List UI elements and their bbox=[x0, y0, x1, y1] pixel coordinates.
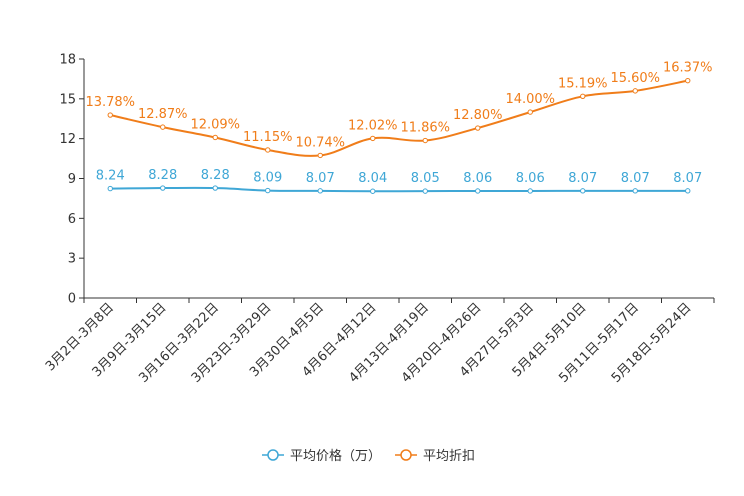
data-point bbox=[212, 134, 218, 141]
chart-axes: 03691215183月2日-3月8日3月9日-3月15日3月16日-3月22日… bbox=[43, 53, 715, 386]
legend-label: 平均折扣 bbox=[423, 449, 475, 464]
data-point bbox=[160, 185, 166, 191]
y-tick-label: 9 bbox=[68, 172, 76, 187]
data-label: 12.87% bbox=[138, 107, 188, 122]
data-point bbox=[475, 188, 481, 194]
chart-legend: 平均价格（万） 平均折扣 bbox=[262, 448, 475, 464]
y-tick-label: 6 bbox=[68, 212, 76, 227]
legend-item-1[interactable]: 平均价格（万） bbox=[262, 448, 381, 464]
data-label: 8.28 bbox=[148, 168, 177, 183]
series-2: 13.78%12.87%12.09%11.15% 10.74%12.02% 11.8… bbox=[85, 61, 713, 159]
data-point bbox=[527, 188, 533, 194]
data-point bbox=[107, 112, 113, 118]
data-label: 8.06 bbox=[463, 171, 492, 186]
data-point bbox=[422, 188, 428, 194]
data-point bbox=[685, 77, 691, 84]
data-point bbox=[370, 188, 376, 194]
data-point bbox=[580, 93, 586, 100]
data-point bbox=[265, 147, 271, 153]
data-point bbox=[527, 109, 533, 115]
data-point bbox=[107, 185, 113, 192]
data-label: 13.78% bbox=[85, 95, 135, 110]
data-label: 8.28 bbox=[201, 168, 230, 183]
data-point bbox=[370, 135, 376, 142]
data-label: 8.07 bbox=[621, 171, 650, 186]
data-point bbox=[632, 188, 638, 194]
data-label: 15.19% bbox=[558, 76, 608, 91]
data-point bbox=[685, 188, 691, 194]
y-tick-label: 0 bbox=[68, 292, 76, 307]
data-label: 12.02% bbox=[348, 118, 398, 133]
data-point bbox=[265, 187, 271, 194]
data-point bbox=[317, 188, 323, 194]
data-label: 8.07 bbox=[306, 171, 335, 186]
data-point bbox=[475, 125, 481, 131]
data-label: 15.60% bbox=[610, 71, 660, 86]
data-label: 8.06 bbox=[516, 171, 545, 186]
data-point bbox=[632, 88, 638, 94]
data-label: 8.24 bbox=[96, 169, 125, 184]
data-label: 11.15% bbox=[243, 130, 293, 145]
data-label: 10.74% bbox=[295, 135, 345, 150]
y-tick-label: 12 bbox=[59, 132, 76, 147]
data-point bbox=[160, 124, 166, 130]
data-label: 14.00% bbox=[505, 92, 555, 107]
y-tick-label: 3 bbox=[68, 252, 76, 267]
y-tick-label: 15 bbox=[59, 92, 76, 107]
data-label: 16.37% bbox=[663, 61, 713, 76]
data-point bbox=[422, 137, 428, 144]
y-tick-label: 18 bbox=[59, 53, 76, 68]
data-label: 8.09 bbox=[253, 171, 282, 186]
data-label: 8.04 bbox=[358, 171, 387, 186]
data-label: 11.86% bbox=[400, 121, 450, 136]
legend-label: 平均价格（万） bbox=[290, 448, 381, 464]
data-point bbox=[317, 152, 323, 159]
data-point bbox=[580, 188, 586, 194]
data-label: 8.07 bbox=[673, 171, 702, 186]
data-label: 8.07 bbox=[568, 171, 597, 186]
legend-marker bbox=[400, 449, 412, 461]
legend-marker bbox=[267, 449, 279, 461]
series-line bbox=[110, 186, 688, 193]
data-label: 12.80% bbox=[453, 108, 503, 123]
data-point bbox=[212, 185, 218, 191]
series-line bbox=[110, 79, 688, 157]
legend-item-2[interactable]: 平均折扣 bbox=[395, 449, 475, 464]
chart-series: 8.24 8.28 8.28 8.09 8.07 8.04 8.05 8.06 8.06 8.07… bbox=[85, 61, 713, 194]
data-label: 12.09% bbox=[190, 117, 240, 132]
data-label: 8.05 bbox=[411, 171, 440, 186]
series-1: 8.24 8.28 8.28 8.09 8.07 8.04 8.05 8.06 8.06 8.07… bbox=[96, 168, 702, 194]
